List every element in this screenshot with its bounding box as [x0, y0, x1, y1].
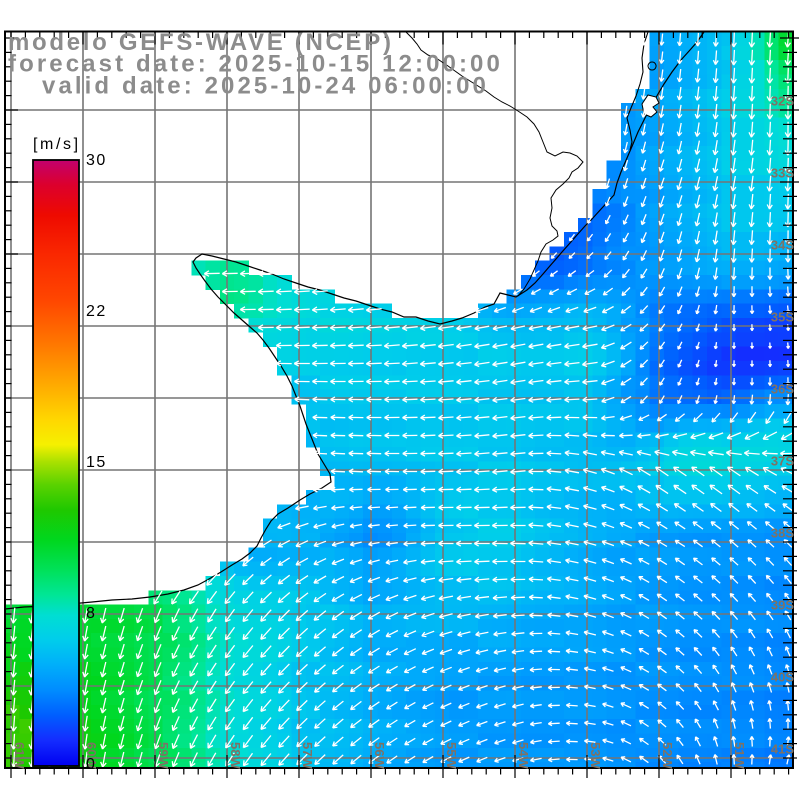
svg-text:33S: 33S [771, 166, 794, 181]
svg-text:54W: 54W [516, 742, 531, 769]
svg-text:[m/s]: [m/s] [33, 136, 81, 153]
svg-text:55W: 55W [444, 742, 459, 769]
svg-text:modelo GEFS-WAVE (NCEP): modelo GEFS-WAVE (NCEP) [8, 29, 394, 56]
svg-text:32S: 32S [771, 94, 794, 109]
svg-text:30: 30 [86, 152, 107, 169]
svg-text:41S: 41S [771, 742, 794, 757]
svg-text:58W: 58W [228, 742, 243, 769]
svg-text:forecast date: 2025-10-15 12:0: forecast date: 2025-10-15 12:00:00 [8, 51, 503, 78]
svg-text:39S: 39S [771, 598, 794, 613]
svg-text:15: 15 [86, 454, 107, 471]
svg-text:60W: 60W [84, 742, 99, 769]
svg-text:8: 8 [86, 605, 96, 622]
svg-text:34S: 34S [771, 238, 794, 253]
svg-text:61W: 61W [12, 742, 27, 769]
svg-text:38S: 38S [771, 526, 794, 541]
svg-text:22: 22 [86, 303, 107, 320]
svg-text:37S: 37S [771, 454, 794, 469]
svg-text:40S: 40S [771, 670, 794, 685]
svg-text:35S: 35S [771, 310, 794, 325]
svg-text:51W: 51W [732, 742, 747, 769]
svg-text:57W: 57W [300, 742, 315, 769]
svg-text:53W: 53W [588, 742, 603, 769]
svg-text:36S: 36S [771, 382, 794, 397]
svg-text:56W: 56W [372, 742, 387, 769]
svg-text:59W: 59W [156, 742, 171, 769]
svg-text:0: 0 [86, 756, 96, 773]
svg-text:valid date: 2025-10-24 06:00:0: valid date: 2025-10-24 06:00:00 [42, 73, 489, 100]
svg-text:52W: 52W [660, 742, 675, 769]
